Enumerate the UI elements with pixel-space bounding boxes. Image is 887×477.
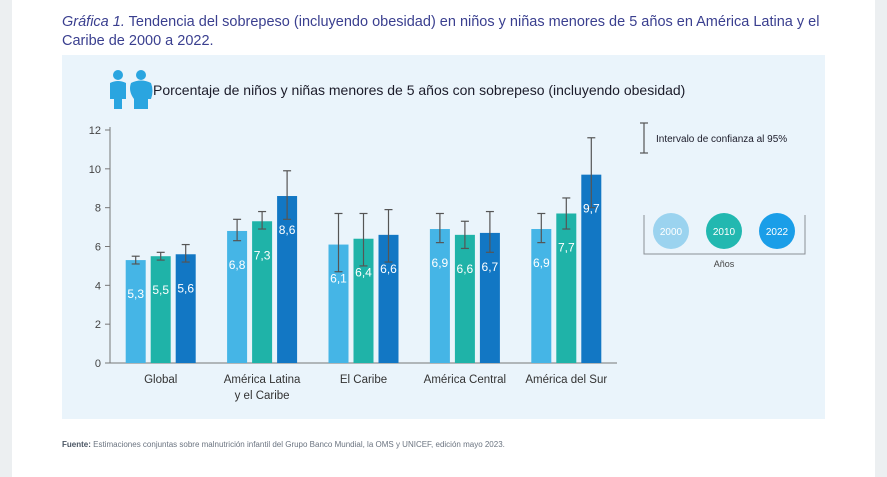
category-label: América del Sur [525,374,607,386]
category-label: América Latina y el Caribe [224,374,301,402]
y-tick-label: 8 [95,203,101,215]
legend-year-label: 2022 [766,227,789,238]
data-label: 8,6 [279,223,296,237]
data-label: 9,7 [583,202,600,216]
bar [125,260,146,363]
bar [556,213,577,363]
legend-circle-2010 [706,213,742,249]
source-note: Fuente: Estimaciones conjuntas sobre mal… [62,440,842,449]
data-label: 6,9 [533,256,550,270]
category-label: El Caribe [340,374,387,386]
y-tick-label: 6 [95,242,101,254]
data-label: 7,3 [254,248,271,262]
data-label: 5,5 [152,283,169,297]
data-label: 6,1 [330,272,347,286]
y-tick-label: 2 [95,319,101,331]
data-label: 5,6 [177,281,194,295]
bar [454,234,475,363]
bar [479,232,500,363]
source-text: Estimaciones conjuntas sobre malnutrició… [93,440,505,449]
source-label: Fuente: [62,440,91,449]
legend-circle-2000 [653,213,689,249]
bar [328,244,349,363]
bar [581,174,602,363]
legend-circle-2022 [759,213,795,249]
y-tick-label: 4 [95,280,101,292]
bar [175,254,196,363]
legend-bracket [643,215,806,255]
bar [227,230,248,363]
y-tick-label: 12 [89,125,101,137]
legend-title: Años [714,259,735,269]
category-label: Global [144,374,177,386]
figure-sheet: Gráfica 1. Tendencia del sobrepeso (incl… [12,0,875,477]
bar [353,238,374,363]
bar [150,256,171,363]
data-label: 5,3 [127,287,144,301]
legend-year-label: 2000 [660,227,683,238]
data-label: 6,9 [432,256,449,270]
data-label: 6,4 [355,266,372,280]
data-label: 6,7 [482,260,499,274]
bar-chart: Porcentaje de niños y niñas menores de 5… [89,70,806,402]
figure-label: Gráfica 1. [62,14,125,30]
bar [531,229,552,363]
y-tick-label: 0 [95,358,101,370]
y-tick-label: 10 [89,164,101,176]
chart-panel: Porcentaje de niños y niñas menores de 5… [62,55,825,419]
bar [277,196,298,363]
figure-title-text: Tendencia del sobrepeso (incluyendo obes… [62,14,820,49]
bar [429,229,450,363]
legend-ci-label: Intervalo de confianza al 95% [656,134,787,145]
data-label: 6,8 [229,258,246,272]
data-label: 7,7 [558,240,575,254]
bar [378,234,399,363]
category-label: América Central [424,374,506,386]
legend-year-label: 2010 [713,227,736,238]
data-label: 6,6 [457,262,474,276]
children-icon [110,70,153,109]
data-label: 6,6 [380,262,397,276]
chart-title: Porcentaje de niños y niñas menores de 5… [153,82,685,98]
bar [252,221,273,363]
figure-title: Gráfica 1. Tendencia del sobrepeso (incl… [62,13,842,51]
